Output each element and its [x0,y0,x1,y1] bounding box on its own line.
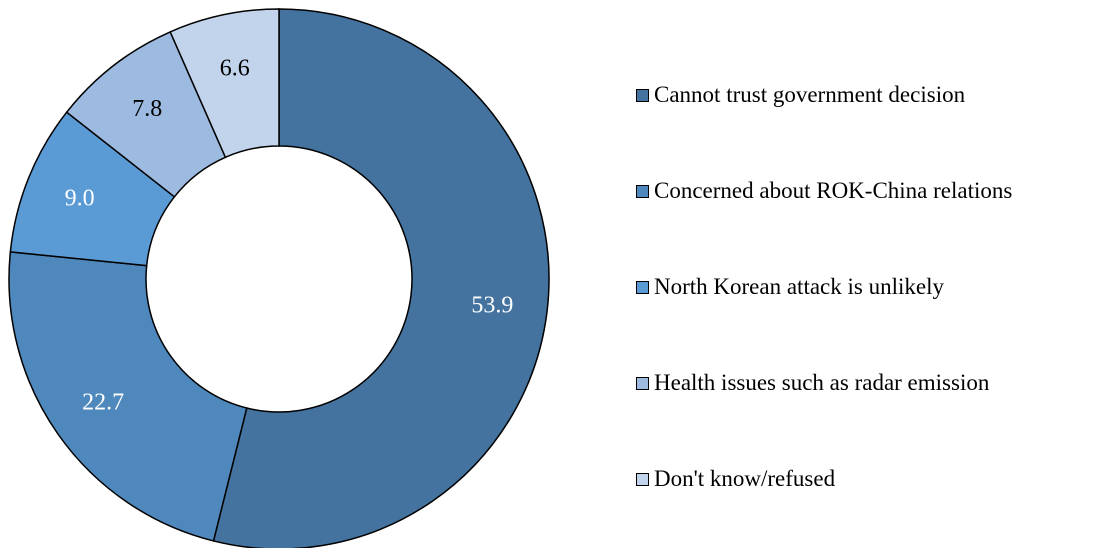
legend-item: Concerned about ROK-China relations [636,172,1012,210]
donut-chart: 53.9 22.7 9.0 7.8 6.6 [8,8,550,548]
donut-slice [8,251,248,542]
donut-slice [169,8,280,159]
legend-label: Don't know/refused [654,466,836,491]
slice-value-label: 7.8 [132,96,162,122]
legend-swatch [636,184,649,198]
legend-swatch [636,472,649,486]
legend-label: North Korean attack is unlikely [654,274,944,299]
legend-label: Concerned about ROK-China relations [654,178,1013,203]
legend-item: Don't know/refused [636,460,1012,498]
legend-item: North Korean attack is unlikely [636,268,1012,306]
legend-swatch [636,376,649,390]
donut-slices [8,8,550,548]
slice-labels: 53.9 22.7 9.0 7.8 6.6 [65,56,514,416]
donut-slice [212,8,550,548]
slice-value-label: 22.7 [82,390,124,416]
legend-swatch [636,280,649,294]
legend-label: Health issues such as radar emission [654,370,990,395]
legend-label: Cannot trust government decision [654,82,966,107]
legend-swatch [636,88,649,102]
slice-value-label: 53.9 [471,292,513,318]
legend-item: Cannot trust government decision [636,76,1012,114]
slice-value-label: 6.6 [220,56,250,82]
slice-value-label: 9.0 [65,186,95,212]
legend: Cannot trust government decision Concern… [636,76,1012,556]
legend-item: Health issues such as radar emission [636,364,1012,402]
